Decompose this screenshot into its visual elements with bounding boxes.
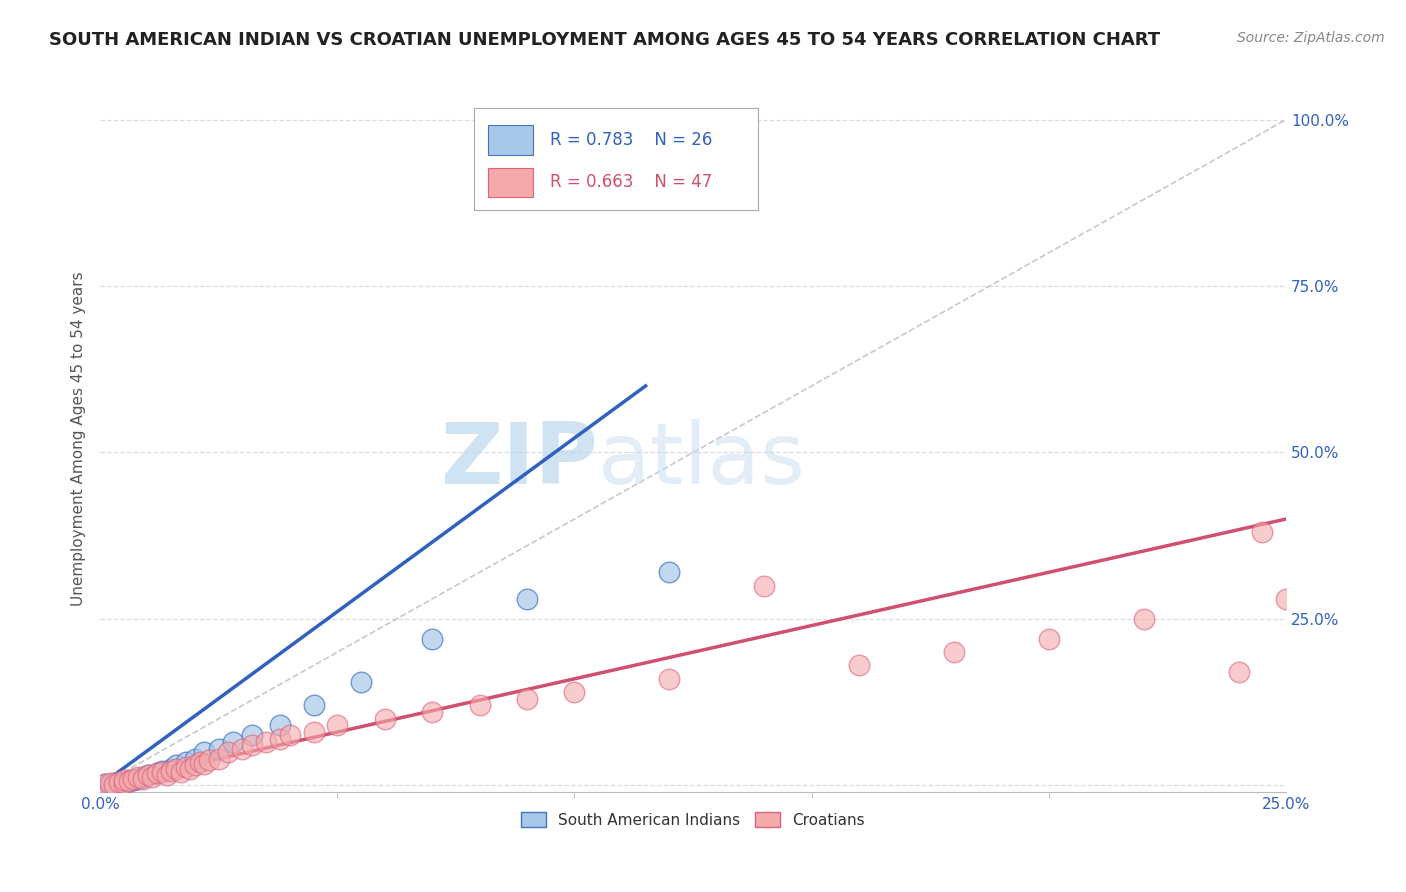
Point	[112, 775, 135, 789]
Point	[240, 728, 263, 742]
Point	[222, 735, 245, 749]
Point	[122, 772, 145, 786]
Point	[94, 777, 117, 791]
Text: R = 0.663    N = 47: R = 0.663 N = 47	[550, 173, 711, 191]
Point	[193, 757, 215, 772]
Point	[1227, 665, 1250, 680]
Point	[184, 758, 207, 772]
Point	[278, 728, 301, 742]
Point	[127, 770, 149, 784]
Point	[117, 774, 139, 789]
Bar	[488, 125, 533, 155]
Point	[1275, 591, 1298, 606]
Point	[174, 755, 197, 769]
Point	[208, 752, 231, 766]
Point	[240, 739, 263, 753]
Text: atlas: atlas	[598, 419, 806, 502]
Point	[184, 752, 207, 766]
Point	[420, 705, 443, 719]
Point	[516, 591, 538, 606]
Point	[160, 764, 183, 778]
Point	[231, 741, 253, 756]
Point	[136, 768, 159, 782]
Point	[117, 774, 139, 789]
Text: Source: ZipAtlas.com: Source: ZipAtlas.com	[1237, 31, 1385, 45]
Point	[269, 718, 291, 732]
Point	[254, 735, 277, 749]
Point	[208, 741, 231, 756]
Text: ZIP: ZIP	[440, 419, 598, 502]
Point	[108, 775, 131, 789]
Point	[269, 731, 291, 746]
Point	[302, 698, 325, 713]
Text: SOUTH AMERICAN INDIAN VS CROATIAN UNEMPLOYMENT AMONG AGES 45 TO 54 YEARS CORRELA: SOUTH AMERICAN INDIAN VS CROATIAN UNEMPL…	[49, 31, 1160, 49]
Point	[155, 767, 177, 781]
Point	[94, 777, 117, 791]
Point	[302, 725, 325, 739]
Point	[848, 658, 870, 673]
Point	[112, 772, 135, 787]
Point	[420, 632, 443, 646]
Point	[103, 778, 125, 792]
Point	[98, 778, 121, 792]
Legend: South American Indians, Croatians: South American Indians, Croatians	[515, 805, 870, 834]
Point	[141, 770, 163, 784]
Point	[108, 775, 131, 789]
Text: R = 0.783    N = 26: R = 0.783 N = 26	[550, 131, 711, 149]
Point	[103, 776, 125, 790]
Point	[350, 675, 373, 690]
Point	[165, 758, 187, 772]
Point	[122, 772, 145, 787]
Point	[170, 764, 193, 779]
Point	[1251, 525, 1274, 540]
Point	[127, 772, 149, 786]
Point	[188, 755, 211, 769]
Point	[193, 745, 215, 759]
Point	[146, 766, 169, 780]
Point	[150, 764, 173, 779]
Point	[98, 776, 121, 790]
Point	[217, 745, 239, 759]
Point	[179, 762, 201, 776]
Point	[658, 566, 681, 580]
Y-axis label: Unemployment Among Ages 45 to 54 years: Unemployment Among Ages 45 to 54 years	[72, 272, 86, 607]
Point	[146, 766, 169, 780]
Point	[1038, 632, 1060, 646]
Point	[112, 775, 135, 789]
Point	[516, 691, 538, 706]
Bar	[488, 168, 533, 197]
Point	[136, 768, 159, 782]
Point	[658, 672, 681, 686]
Point	[198, 753, 221, 767]
Bar	[474, 108, 758, 210]
Point	[326, 718, 349, 732]
Point	[174, 759, 197, 773]
Point	[132, 770, 155, 784]
Point	[564, 685, 586, 699]
Point	[754, 579, 776, 593]
Point	[374, 712, 396, 726]
Point	[150, 764, 173, 778]
Point	[468, 698, 491, 713]
Point	[160, 762, 183, 776]
Point	[165, 762, 187, 776]
Point	[132, 772, 155, 787]
Point	[942, 645, 965, 659]
Point	[1132, 612, 1154, 626]
